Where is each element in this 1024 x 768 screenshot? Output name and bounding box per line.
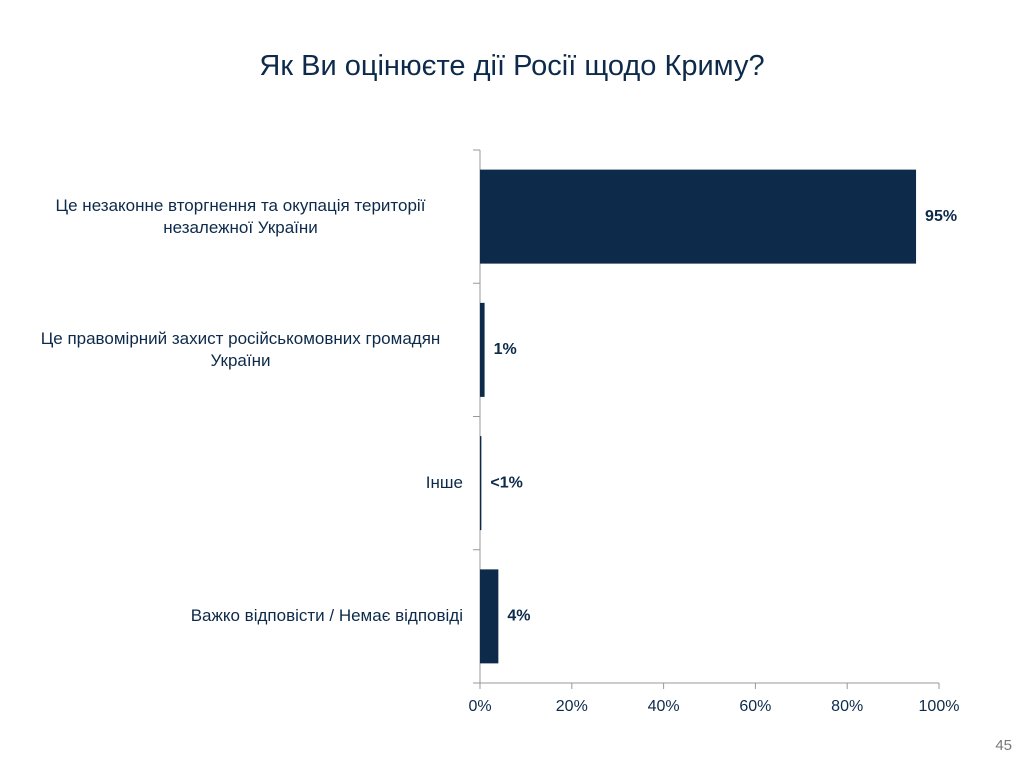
x-tick-label: 60% (739, 698, 771, 715)
page-number: 45 (995, 737, 1012, 754)
category-label: Інше (425, 473, 463, 492)
category-row: Важко відповісти / Немає відповіді (0, 550, 463, 683)
x-tick-label: 0% (468, 698, 491, 715)
category-label: Це незаконне вторгнення та окупація тери… (55, 195, 426, 237)
value-label: 95% (925, 208, 957, 225)
x-tick-label: 40% (648, 698, 680, 715)
x-tick-label: 100% (919, 698, 960, 715)
value-label: 4% (507, 608, 530, 625)
category-row: Інше (0, 417, 463, 550)
category-label: Важко відповісти / Немає відповіді (190, 606, 463, 626)
bar (480, 302, 485, 397)
value-label: <1% (490, 474, 522, 491)
bar (480, 436, 482, 531)
bar (480, 569, 499, 664)
value-label: 1% (494, 341, 517, 358)
category-row: Це правомірний захист російськомовних гр… (0, 283, 463, 416)
category-row: Це незаконне вторгнення та окупація тери… (0, 150, 463, 283)
category-label: Це правомірний захист російськомовних гр… (40, 328, 441, 370)
x-tick-label: 20% (556, 698, 588, 715)
bar (480, 169, 917, 264)
chart-title: Як Ви оцінюєте дії Росії щодо Криму? (259, 50, 765, 82)
x-tick-label: 80% (831, 698, 863, 715)
